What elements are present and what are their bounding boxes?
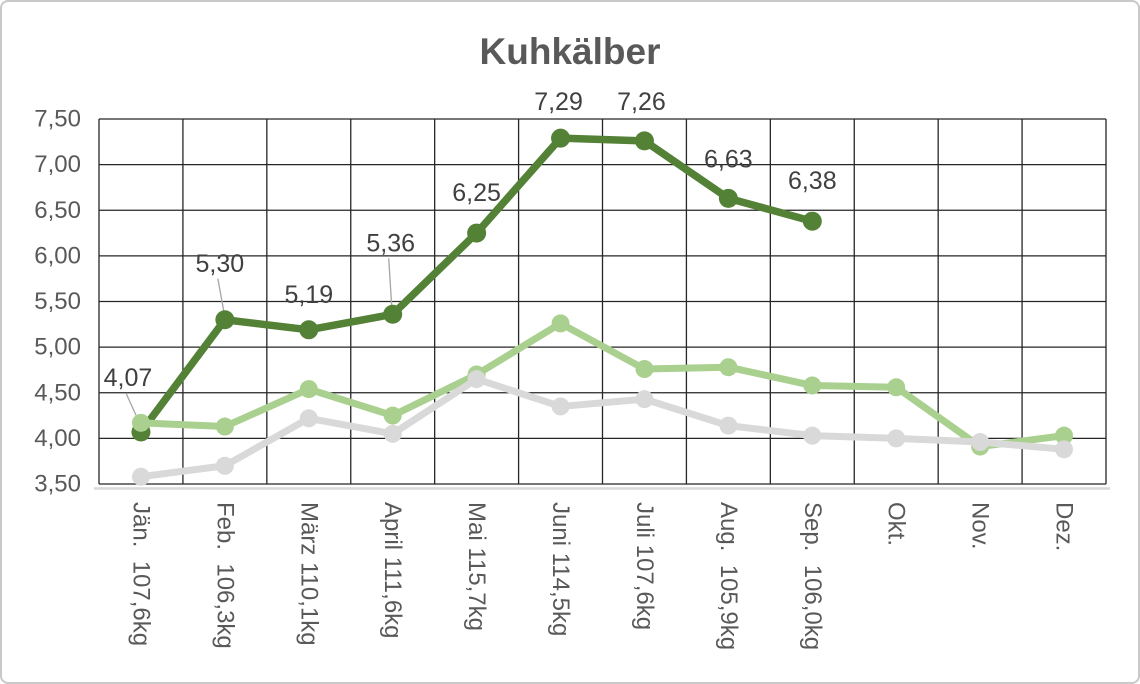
x-axis-label: Mai 115,7kg: [463, 502, 490, 631]
data-label: 6,38: [788, 167, 837, 195]
data-point-gray: [467, 370, 486, 389]
chart-title: Kuhkälber: [479, 31, 661, 72]
data-point-gray: [803, 426, 822, 445]
data-point-gray: [551, 397, 570, 416]
data-point-gray: [383, 424, 402, 443]
data-label: 5,19: [284, 281, 333, 309]
data-label: 6,63: [704, 145, 753, 173]
data-point-light-green: [803, 376, 822, 395]
data-point-dark-green: [215, 310, 235, 330]
x-axis-label: Feb. 106,3kg: [211, 502, 238, 649]
x-axis-label: Juni 114,5kg: [547, 502, 574, 636]
y-axis-tick-label: 5,50: [34, 288, 81, 315]
series-gray: [131, 370, 1074, 486]
data-point-gray: [131, 467, 150, 486]
x-axis-label: Nov.: [967, 502, 994, 550]
data-point-dark-green: [467, 223, 487, 243]
data-label-leader-line: [388, 258, 393, 307]
data-point-light-green: [131, 413, 150, 432]
data-point-gray: [299, 409, 318, 428]
data-point-gray: [1055, 440, 1074, 459]
data-label: 7,26: [617, 88, 666, 116]
data-label: 5,36: [366, 229, 415, 257]
data-point-light-green: [1055, 426, 1074, 445]
data-point-light-green: [215, 417, 234, 436]
x-axis-label: Jän. 107,6kg: [127, 502, 154, 646]
data-point-light-green: [551, 314, 570, 333]
series-line-light-green: [137, 319, 1068, 451]
series-line-gray: [137, 375, 1068, 481]
data-point-gray: [719, 416, 738, 435]
data-point-light-green: [299, 380, 318, 399]
data-label: 4,07: [104, 364, 153, 392]
data-point-light-green: [635, 360, 654, 379]
data-point-dark-green: [551, 128, 571, 148]
data-point-light-green: [887, 378, 906, 397]
data-label: 7,29: [534, 88, 583, 116]
y-axis-tick-label: 4,50: [34, 379, 81, 406]
data-point-light-green: [383, 406, 402, 425]
y-axis-tick-label: 6,50: [34, 197, 81, 224]
x-axis-label: März 110,1kg: [295, 502, 322, 646]
y-axis-tick-label: 7,50: [34, 106, 81, 133]
x-axis-label: Dez.: [1051, 502, 1078, 551]
x-axis-label: Juli 107,6kg: [631, 502, 658, 630]
data-point-dark-green: [802, 211, 822, 231]
data-label: 6,25: [452, 179, 501, 207]
x-axis-label: Okt.: [883, 502, 910, 546]
data-point-gray: [215, 456, 234, 475]
y-axis-tick-label: 6,00: [34, 242, 81, 269]
data-point-gray: [887, 429, 906, 448]
data-point-gray: [971, 433, 990, 452]
data-label: 5,30: [196, 250, 245, 278]
data-point-dark-green: [718, 188, 738, 208]
y-axis-tick-label: 5,00: [34, 334, 81, 361]
series-dark-green: [125, 128, 822, 442]
x-axis-label: Aug. 105,9kg: [715, 502, 742, 650]
data-point-dark-green: [383, 304, 403, 324]
data-point-gray: [635, 390, 654, 409]
y-axis-tick-label: 3,50: [34, 471, 81, 498]
data-point-dark-green: [299, 320, 319, 340]
x-axis-label: April 111,6kg: [379, 502, 406, 639]
y-axis-tick-label: 7,00: [34, 151, 81, 178]
y-axis-tick-label: 4,00: [34, 425, 81, 452]
data-point-light-green: [719, 358, 738, 377]
data-point-dark-green: [634, 131, 654, 151]
x-axis-label: Sep. 106,0kg: [799, 502, 826, 650]
data-label-leader-line: [217, 278, 225, 312]
